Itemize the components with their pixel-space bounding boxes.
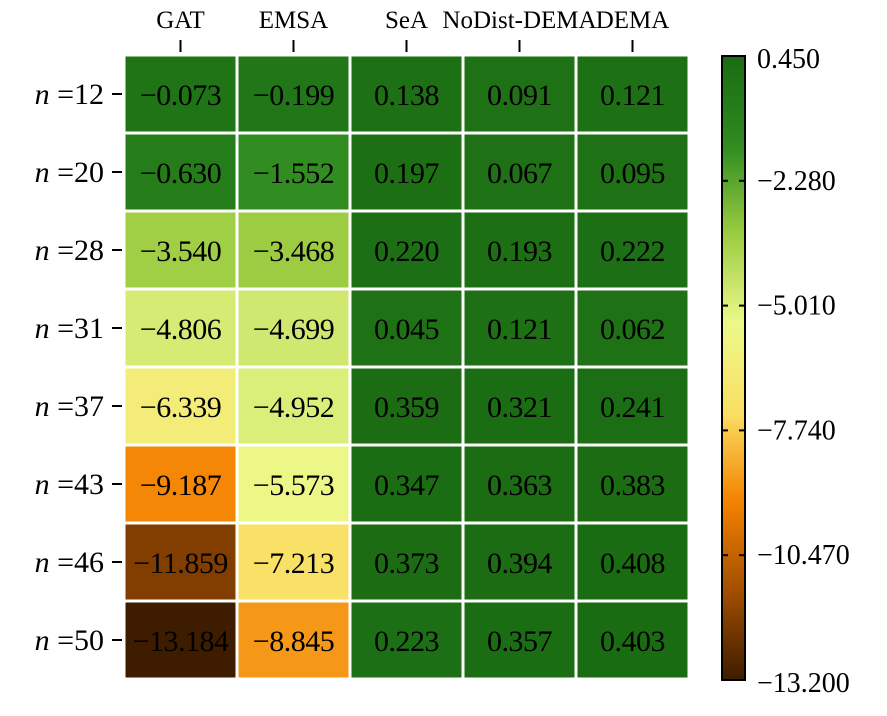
cell-value-label: 0.095 xyxy=(600,157,665,190)
colorbar-tick-label: −5.010 xyxy=(757,291,836,322)
heatmap-cell xyxy=(461,209,578,291)
heatmap-cell xyxy=(235,443,352,525)
colorbar xyxy=(721,55,746,681)
cell-value-label: −3.540 xyxy=(140,235,221,268)
cell-value-label: 0.363 xyxy=(487,469,552,502)
cell-value-label: 0.045 xyxy=(374,313,439,346)
cell-value-label: 0.220 xyxy=(374,235,439,268)
cell-value-label: 0.347 xyxy=(374,469,440,502)
heatmap-cell xyxy=(235,209,352,291)
cell-value-label: 0.241 xyxy=(600,391,665,424)
heatmap-cell xyxy=(574,599,691,681)
cell-value-label: 0.383 xyxy=(600,469,665,502)
cell-value-label: 0.403 xyxy=(600,625,665,658)
column-label: GAT xyxy=(156,7,205,34)
colorbar-tick-label: −10.470 xyxy=(757,540,850,571)
cell-value-label: 0.408 xyxy=(600,547,665,580)
heatmap-cell xyxy=(348,365,465,447)
cell-value-label: −4.806 xyxy=(140,313,222,346)
cell-value-label: −11.859 xyxy=(133,547,228,580)
cell-value-label: 0.067 xyxy=(487,157,553,190)
row-label: n =46 xyxy=(35,546,104,579)
cell-value-label: −7.213 xyxy=(253,547,334,580)
row-label: n =43 xyxy=(35,468,104,501)
cell-value-label: 0.091 xyxy=(487,79,552,112)
cell-value-label: −1.552 xyxy=(253,157,334,190)
cell-value-label: 0.321 xyxy=(487,391,552,424)
heatmap-cell xyxy=(122,365,239,447)
colorbar-tick-label: −13.200 xyxy=(757,668,850,699)
heatmap-cell xyxy=(461,443,578,525)
row-label: n =31 xyxy=(35,312,104,345)
cell-value-label: −5.573 xyxy=(253,469,334,502)
column-label: NoDist-DEMA xyxy=(442,7,596,34)
cell-value-label: 0.193 xyxy=(487,235,552,268)
column-label: EMSA xyxy=(259,7,328,34)
cell-value-label: 0.197 xyxy=(374,157,440,190)
colorbar-tick-label: 0.450 xyxy=(757,44,820,75)
heatmap-cell xyxy=(122,287,239,369)
cell-value-label: 0.223 xyxy=(374,625,439,658)
row-label: n =50 xyxy=(35,624,104,657)
heatmap-cell xyxy=(122,599,239,681)
cell-value-label: −4.952 xyxy=(253,391,334,424)
row-label: n =37 xyxy=(35,390,104,423)
heatmap-cell xyxy=(122,521,239,603)
heatmap-cell xyxy=(348,131,465,213)
cell-value-label: 0.359 xyxy=(374,391,439,424)
heatmap-cell xyxy=(574,131,691,213)
cell-value-label: −6.339 xyxy=(140,391,221,424)
heatmap-cell xyxy=(348,599,465,681)
column-label: DEMA xyxy=(596,7,670,34)
heatmap-cell xyxy=(235,53,352,135)
cell-value-label: 0.357 xyxy=(487,625,553,658)
cell-value-label: −8.845 xyxy=(253,625,334,658)
row-label: n =28 xyxy=(35,234,104,267)
heatmap-cell xyxy=(574,443,691,525)
cell-value-label: −0.199 xyxy=(253,79,334,112)
heatmap-cell xyxy=(122,131,239,213)
heatmap-cell xyxy=(235,599,352,681)
heatmap-cell xyxy=(461,287,578,369)
cell-value-label: −9.187 xyxy=(140,469,222,502)
cell-value-label: −0.073 xyxy=(140,79,221,112)
cell-value-label: 0.222 xyxy=(600,235,665,268)
cell-value-label: 0.394 xyxy=(487,547,553,580)
heatmap-cell xyxy=(122,53,239,135)
cell-value-label: 0.373 xyxy=(374,547,439,580)
row-label: n =12 xyxy=(35,78,104,111)
colorbar-tick-label: −2.280 xyxy=(757,166,836,197)
cell-value-label: −3.468 xyxy=(253,235,334,268)
row-label: n =20 xyxy=(35,156,104,189)
column-label: SeA xyxy=(385,7,428,34)
cell-value-label: 0.138 xyxy=(374,79,439,112)
cell-value-label: 0.121 xyxy=(600,79,665,112)
heatmap-cell xyxy=(235,287,352,369)
heatmap-cell xyxy=(235,365,352,447)
heatmap-cell xyxy=(574,287,691,369)
cell-value-label: −0.630 xyxy=(140,157,221,190)
cell-value-label: 0.121 xyxy=(487,313,552,346)
cell-value-label: −13.184 xyxy=(133,625,229,658)
cell-value-label: 0.062 xyxy=(600,313,665,346)
colorbar-tick-label: −7.740 xyxy=(757,415,836,446)
cell-value-label: −4.699 xyxy=(253,313,334,346)
